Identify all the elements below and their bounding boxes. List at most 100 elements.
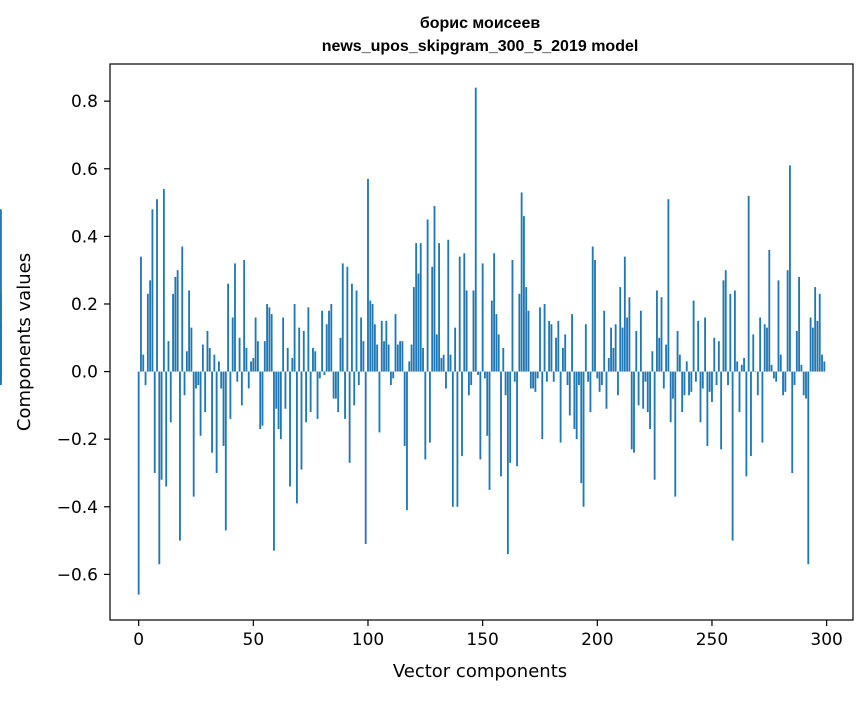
bar — [557, 320, 560, 372]
bar — [596, 371, 599, 379]
bar — [266, 303, 268, 372]
bar — [589, 371, 592, 413]
bar — [568, 371, 571, 416]
bar — [529, 371, 532, 389]
bar — [256, 341, 259, 372]
bar — [307, 307, 310, 372]
bar — [701, 371, 704, 389]
bar — [408, 361, 411, 372]
bar — [555, 337, 557, 372]
bar — [300, 371, 303, 470]
bar — [573, 371, 576, 430]
bar — [383, 341, 385, 372]
bar — [761, 371, 764, 443]
bar — [378, 371, 381, 433]
bar — [337, 371, 340, 413]
bar — [541, 371, 544, 440]
bar — [646, 371, 649, 413]
bar — [766, 327, 768, 372]
bar — [224, 371, 227, 531]
y-axis: −0.6 −0.4 −0.2 0.0 0.2 0.4 0.6 0.8 — [57, 92, 110, 585]
bar — [465, 290, 468, 372]
bar — [738, 371, 741, 413]
bar — [775, 371, 778, 382]
x-tick-label: 0 — [133, 630, 144, 650]
bar — [789, 165, 791, 372]
bar — [263, 341, 266, 372]
bar — [642, 371, 645, 409]
bar — [516, 371, 518, 467]
bar — [275, 371, 278, 409]
bar — [160, 371, 163, 480]
bar — [282, 317, 285, 372]
bar — [344, 371, 346, 419]
bar — [318, 371, 321, 379]
bar — [566, 371, 569, 386]
bar — [688, 371, 690, 396]
bar — [685, 361, 688, 372]
bar — [302, 331, 305, 372]
bar — [539, 307, 541, 372]
bar — [158, 371, 161, 565]
bar — [649, 371, 651, 430]
bar — [740, 364, 743, 372]
bar — [353, 371, 356, 406]
bar — [137, 371, 140, 595]
y-tick-label: 0.4 — [71, 227, 98, 247]
bar — [245, 347, 248, 372]
bar — [534, 371, 537, 392]
bar — [442, 354, 445, 372]
bar — [644, 371, 647, 382]
bar — [399, 341, 401, 372]
bar — [339, 337, 342, 372]
bar — [422, 347, 424, 372]
bar — [190, 327, 193, 372]
bar — [208, 347, 211, 372]
bar — [390, 371, 392, 386]
bar — [438, 243, 440, 372]
bar — [772, 371, 775, 379]
bar — [424, 371, 427, 460]
bar — [211, 371, 213, 453]
bar — [192, 371, 195, 497]
bar — [174, 276, 177, 372]
bar — [461, 371, 463, 457]
bar — [332, 371, 335, 399]
bar — [458, 256, 461, 372]
bar — [467, 371, 470, 396]
bar — [355, 290, 358, 372]
bar — [357, 371, 360, 386]
bar — [504, 371, 507, 396]
bar — [506, 371, 509, 555]
bar — [479, 371, 482, 460]
bar — [481, 263, 484, 372]
bar — [665, 344, 668, 372]
bar — [206, 331, 209, 372]
bar — [417, 273, 420, 372]
bar — [750, 371, 752, 457]
bar — [156, 199, 158, 372]
bar — [717, 341, 720, 372]
bar — [222, 371, 225, 446]
bar — [782, 371, 784, 396]
bar — [254, 317, 257, 372]
bar — [745, 371, 748, 477]
bar — [380, 320, 383, 372]
bar — [821, 354, 823, 372]
bar — [637, 371, 640, 406]
y-tick-label: −0.4 — [57, 498, 98, 518]
y-tick-label: 0.0 — [71, 363, 98, 383]
bar — [387, 344, 390, 372]
bar — [229, 371, 232, 419]
bars-layer — [0, 87, 826, 595]
bar — [527, 310, 530, 372]
bar — [284, 371, 287, 409]
bar — [598, 371, 601, 392]
bar — [183, 371, 186, 396]
y-tick-label: 0.2 — [71, 295, 98, 315]
bar — [692, 300, 695, 372]
bar — [802, 371, 805, 396]
bar — [415, 243, 418, 372]
bar — [419, 243, 422, 372]
bar — [626, 317, 629, 372]
